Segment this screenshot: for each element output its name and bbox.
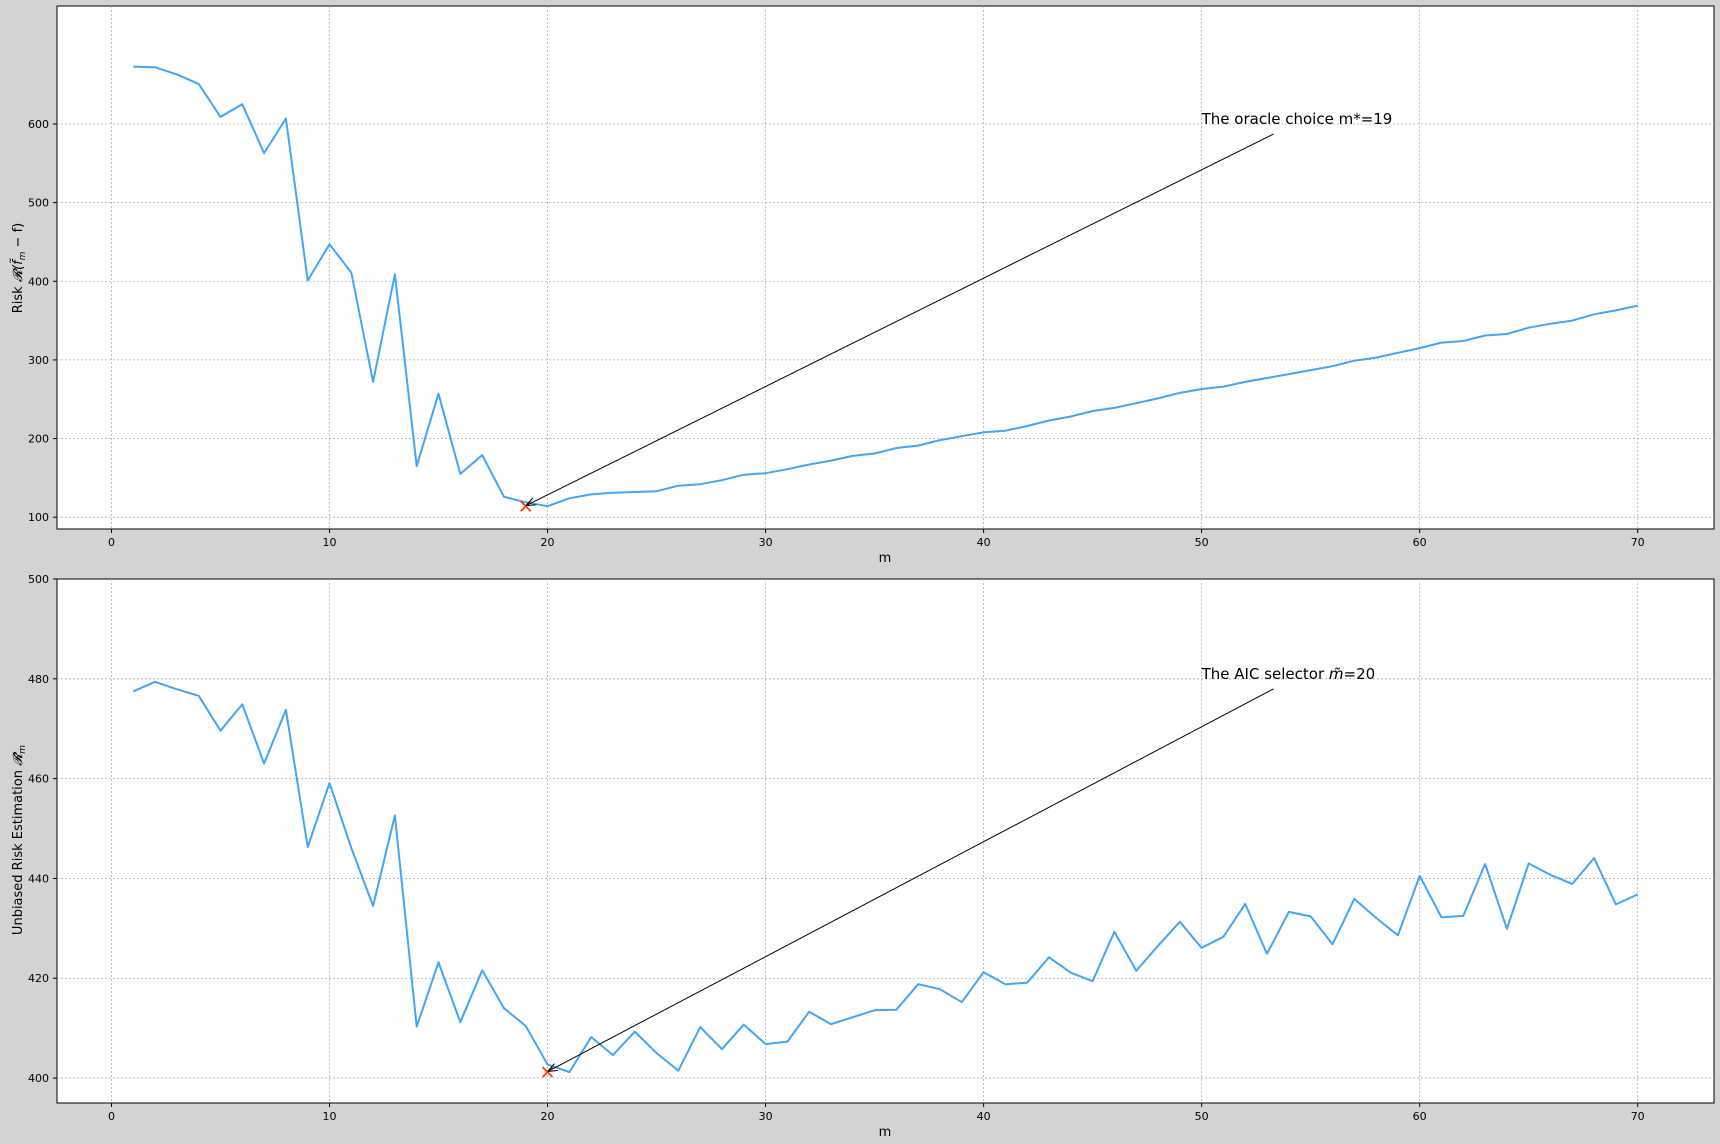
risk-xtick-label-50: 50 <box>1195 536 1209 549</box>
ure-xtick-label-30: 30 <box>759 1110 773 1123</box>
aic-annotation-text: The AIC selector <box>1201 665 1329 683</box>
risk-ytick-label-100: 100 <box>28 511 49 524</box>
ure-y-axis-label-math: 𝓡̃ <box>11 751 26 766</box>
ure-ytick-label-460: 460 <box>28 773 49 786</box>
risk-xtick-label-40: 40 <box>977 536 991 549</box>
oracle-annotation-arrow <box>527 133 1274 505</box>
risk-plot-area <box>56 5 1715 530</box>
ure-xtick-label-60: 60 <box>1413 1110 1427 1123</box>
risk-ytick-label-200: 200 <box>28 433 49 446</box>
ure-ytick-label-420: 420 <box>28 972 49 985</box>
risk-ytick-label-600: 600 <box>28 118 49 131</box>
risk-panel: 0 10 20 30 40 50 60 70 100 200 300 400 500 600 The o… <box>11 5 1715 566</box>
ure-panel: 0 10 20 30 40 50 60 70 400 420 440 460 480 500 The A… <box>11 573 1715 1140</box>
ure-ytick-label-400: 400 <box>28 1072 49 1085</box>
oracle-annotation: The oracle choice m*=19 <box>1201 110 1393 128</box>
ure-xtick-label-40: 40 <box>977 1110 991 1123</box>
risk-x-ticks: 0 10 20 30 40 50 60 70 <box>108 529 1645 549</box>
ure-grid <box>57 579 1714 1103</box>
ure-series-line <box>132 680 1639 1074</box>
ure-x-ticks: 0 10 20 30 40 50 60 70 <box>108 1103 1645 1123</box>
risk-xtick-label-0: 0 <box>108 536 115 549</box>
risk-y-axis-label-sub: m <box>18 251 28 260</box>
risk-ytick-label-300: 300 <box>28 354 49 367</box>
risk-series-line <box>133 65 1638 508</box>
risk-y-axis-label-text: Risk <box>11 286 26 313</box>
aic-annotation-math: m̃ <box>1329 665 1344 683</box>
risk-xtick-label-10: 10 <box>323 536 337 549</box>
ure-xtick-label-20: 20 <box>541 1110 555 1123</box>
risk-y-ticks: 100 200 300 400 500 600 <box>28 118 57 524</box>
risk-x-axis-label: m <box>879 551 892 566</box>
ure-xtick-label-50: 50 <box>1195 1110 1209 1123</box>
ure-y-axis-label-sub: m <box>18 745 28 754</box>
risk-y-axis-label: Risk 𝓡(f̃m − f) <box>11 223 28 313</box>
aic-annotation-tail: =20 <box>1344 665 1376 683</box>
aic-annotation-arrow <box>549 688 1274 1071</box>
ure-plot-area <box>56 578 1715 1104</box>
risk-xtick-label-20: 20 <box>541 536 555 549</box>
risk-ytick-label-500: 500 <box>28 197 49 210</box>
ure-xtick-label-10: 10 <box>323 1110 337 1123</box>
risk-y-axis-label-math: 𝓡(f̃ <box>11 258 26 283</box>
risk-xtick-label-60: 60 <box>1413 536 1427 549</box>
risk-y-axis-label-tail: − f) <box>11 223 26 252</box>
ure-xtick-label-70: 70 <box>1631 1110 1645 1123</box>
risk-xtick-label-70: 70 <box>1631 536 1645 549</box>
risk-grid <box>57 6 1714 529</box>
ure-y-ticks: 400 420 440 460 480 500 <box>28 573 57 1085</box>
ure-x-axis-label: m <box>879 1125 892 1140</box>
ure-xtick-label-0: 0 <box>108 1110 115 1123</box>
ure-y-axis-label: Unbiased Risk Estimation 𝓡̃m <box>11 745 28 935</box>
risk-ytick-label-400: 400 <box>28 275 49 288</box>
aic-annotation: The AIC selector m̃=20 <box>1201 665 1376 683</box>
ure-y-axis-label-text: Unbiased Risk Estimation <box>11 770 26 935</box>
ure-ytick-label-500: 500 <box>28 573 49 586</box>
ure-ytick-label-480: 480 <box>28 673 49 686</box>
ure-ytick-label-440: 440 <box>28 872 49 885</box>
risk-xtick-label-30: 30 <box>759 536 773 549</box>
